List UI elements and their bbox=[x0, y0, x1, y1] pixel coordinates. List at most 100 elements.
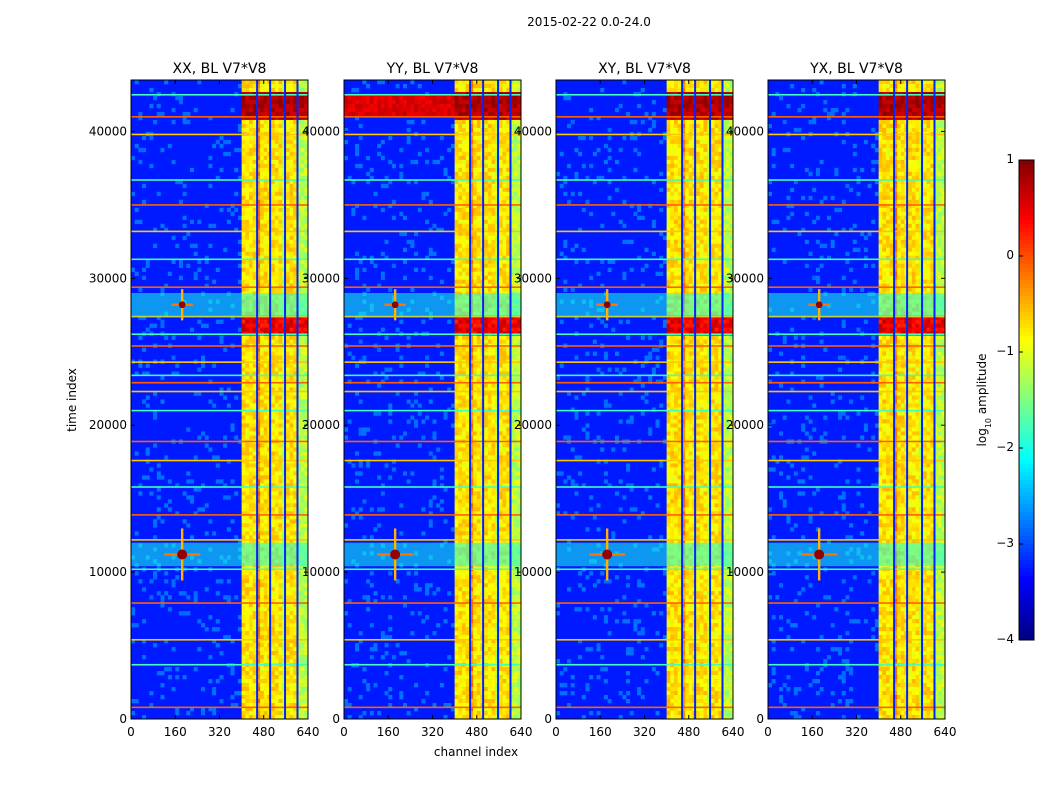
heatmap-cell bbox=[245, 591, 250, 596]
heatmap-cell bbox=[491, 83, 496, 89]
heatmap-cell bbox=[256, 167, 261, 173]
heatmap-cell bbox=[249, 471, 253, 476]
heatmap-cell bbox=[263, 703, 268, 708]
heatmap-cell bbox=[245, 207, 250, 213]
heatmap-cell bbox=[458, 207, 463, 213]
heatmap-cell bbox=[304, 83, 309, 89]
heatmap-cell bbox=[278, 195, 283, 201]
heatmap-cell bbox=[296, 651, 301, 656]
heatmap-cell bbox=[300, 175, 305, 181]
heatmap-cell bbox=[245, 511, 250, 516]
heatmap-cell bbox=[230, 671, 235, 676]
heatmap-cell bbox=[164, 80, 169, 85]
heatmap-cell bbox=[241, 339, 246, 344]
heatmap-cell bbox=[465, 239, 470, 245]
heatmap-cell bbox=[304, 467, 309, 472]
heatmap-cell bbox=[506, 83, 511, 89]
heatmap-cell bbox=[252, 691, 257, 696]
heatmap-cell bbox=[465, 95, 470, 101]
heatmap-cell bbox=[289, 639, 294, 644]
heatmap-cell bbox=[293, 147, 298, 153]
heatmap-cell bbox=[263, 247, 268, 253]
heatmap-cell bbox=[278, 283, 283, 288]
heatmap-cell bbox=[509, 127, 514, 133]
heatmap-cell bbox=[245, 211, 250, 217]
heatmap-cell bbox=[252, 287, 257, 292]
heatmap-cell bbox=[517, 267, 522, 272]
heatmap-cell bbox=[256, 219, 261, 225]
heatmap-cell bbox=[245, 375, 250, 380]
heatmap-cell bbox=[509, 111, 514, 117]
heatmap-cell bbox=[355, 151, 360, 157]
heatmap-cell bbox=[502, 83, 507, 89]
heatmap-cell bbox=[399, 103, 404, 109]
heatmap-cell bbox=[249, 699, 253, 704]
heatmap-cell bbox=[241, 163, 246, 169]
heatmap-cell bbox=[296, 679, 301, 684]
heatmap-cell bbox=[252, 531, 257, 536]
heatmap-cell bbox=[245, 463, 250, 468]
burst-core bbox=[178, 301, 186, 309]
heatmap-cell bbox=[458, 275, 463, 280]
heatmap-cell bbox=[469, 279, 474, 284]
heatmap-cell bbox=[245, 455, 250, 460]
heatmap-cell bbox=[296, 471, 301, 476]
heatmap-cell bbox=[263, 411, 268, 416]
heatmap-cell bbox=[278, 251, 283, 257]
heatmap-cell bbox=[249, 187, 253, 193]
heatmap-cell bbox=[484, 159, 489, 165]
heatmap-cell bbox=[278, 615, 283, 620]
heatmap-cell bbox=[256, 607, 261, 612]
heatmap-cell bbox=[304, 195, 309, 201]
flagged-time-row bbox=[131, 116, 308, 118]
heatmap-cell bbox=[241, 335, 246, 340]
heatmap-cell bbox=[509, 263, 514, 268]
heatmap-cell bbox=[256, 187, 261, 193]
heatmap-cell bbox=[484, 83, 489, 89]
heatmap-cell bbox=[296, 287, 301, 292]
heatmap-cell bbox=[502, 167, 507, 173]
heatmap-cell bbox=[509, 211, 514, 217]
heatmap-cell bbox=[388, 103, 393, 109]
heatmap-cell bbox=[300, 475, 305, 480]
heatmap-cell bbox=[263, 323, 268, 328]
heatmap-cell bbox=[256, 319, 261, 324]
heatmap-cell bbox=[249, 223, 253, 229]
heatmap-cell bbox=[498, 187, 503, 193]
heatmap-cell bbox=[296, 171, 301, 177]
heatmap-cell bbox=[245, 515, 250, 520]
heatmap-cell bbox=[513, 103, 518, 109]
heatmap-cell bbox=[278, 287, 283, 292]
heatmap-cell bbox=[289, 447, 294, 452]
heatmap-cell bbox=[304, 491, 309, 496]
heatmap-cell bbox=[502, 207, 507, 213]
heatmap-cell bbox=[252, 539, 257, 544]
heatmap-cell bbox=[304, 395, 309, 400]
heatmap-cell bbox=[476, 99, 481, 105]
heatmap-cell bbox=[249, 619, 253, 624]
heatmap-cell bbox=[138, 483, 143, 488]
heatmap-cell bbox=[506, 231, 511, 237]
heatmap-cell bbox=[414, 107, 419, 113]
heatmap-cell bbox=[469, 355, 474, 360]
heatmap-cell bbox=[260, 419, 265, 424]
heatmap-cell bbox=[304, 671, 309, 676]
heatmap-cell bbox=[462, 99, 466, 105]
heatmap-cell bbox=[271, 127, 276, 133]
heatmap-cell bbox=[274, 691, 279, 696]
heatmap-cell bbox=[278, 431, 283, 436]
heatmap-cell bbox=[274, 587, 279, 592]
heatmap-cell bbox=[502, 111, 507, 117]
heatmap-cell bbox=[293, 479, 298, 484]
heatmap-cell bbox=[171, 159, 176, 165]
heatmap-cell bbox=[403, 95, 407, 101]
heatmap-cell bbox=[491, 80, 496, 85]
heatmap-cell bbox=[391, 103, 396, 109]
heatmap-cell bbox=[219, 387, 224, 392]
heatmap-cell bbox=[498, 347, 503, 352]
heatmap-cell bbox=[304, 703, 309, 708]
heatmap-cell bbox=[274, 267, 279, 272]
heatmap-cell bbox=[462, 107, 466, 113]
heatmap-cell bbox=[252, 715, 257, 720]
heatmap-cell bbox=[271, 671, 276, 676]
